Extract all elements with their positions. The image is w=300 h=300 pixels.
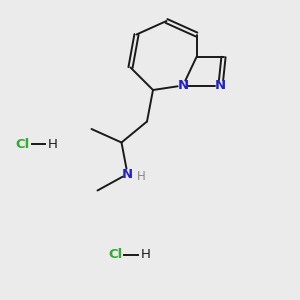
Text: N: N bbox=[215, 79, 226, 92]
Text: H: H bbox=[136, 170, 145, 183]
Text: Cl: Cl bbox=[16, 137, 30, 151]
Text: H: H bbox=[47, 137, 57, 151]
Text: N: N bbox=[177, 79, 189, 92]
Text: Cl: Cl bbox=[109, 248, 123, 262]
Text: H: H bbox=[140, 248, 150, 262]
Text: N: N bbox=[122, 167, 133, 181]
